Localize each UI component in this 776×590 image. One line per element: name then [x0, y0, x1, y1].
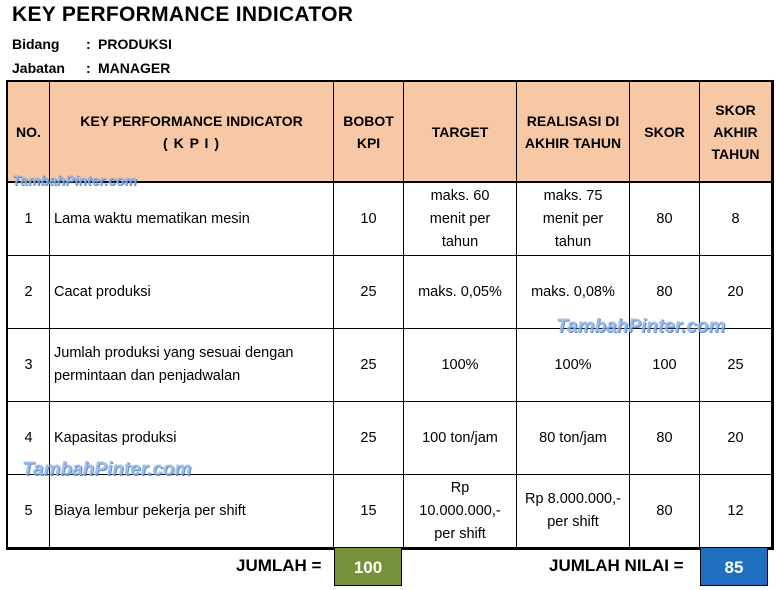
table-row: 3 Jumlah produksi yang sesuai dengan permi…: [7, 328, 772, 402]
cell-bobot: 25: [333, 255, 404, 329]
table-row: 1 Lama waktu mematikan mesin 10 maks. 60 men…: [7, 181, 772, 256]
cell-skor-akhir: 12: [699, 474, 772, 548]
cell-bobot: 25: [333, 401, 404, 475]
header-realisasi: REALISASI DI AKHIR TAHUN: [516, 81, 630, 183]
header-kpi-line2: ( K P I ): [163, 134, 220, 151]
cell-realisasi-line: per shift: [547, 514, 599, 530]
header-skor: SKOR: [629, 81, 700, 183]
cell-skor: 80: [629, 181, 700, 256]
cell-kpi: Jumlah produksi yang sesuai dengan permin…: [49, 328, 334, 402]
cell-realisasi: 80 ton/jam: [516, 401, 630, 475]
meta-jabatan-key: Jabatan: [12, 60, 65, 76]
cell-realisasi: maks. 75 menit per tahun: [516, 181, 630, 256]
cell-no: 4: [7, 401, 50, 475]
meta-jabatan-value: MANAGER: [98, 60, 171, 76]
cell-kpi-line: permintaan dan penjadwalan: [54, 368, 241, 384]
cell-target-line: Rp: [450, 479, 470, 496]
header-skor-akhir: SKOR AKHIR TAHUN: [699, 81, 772, 183]
header-bobot-line2: KPI: [356, 134, 381, 151]
cell-realisasi-line: 100%: [554, 356, 592, 373]
cell-target: 100%: [403, 328, 517, 402]
cell-target: Rp 10.000.000,- per shift: [403, 474, 517, 548]
cell-skor: 80: [629, 401, 700, 475]
cell-target-line: 100 ton/jam: [422, 429, 498, 446]
jumlah-nilai-label: JUMLAH NILAI =: [549, 556, 684, 575]
header-bobot: BOBOT KPI: [333, 81, 404, 183]
table-row: 4 Kapasitas produksi 25 100 ton/jam 80 ton/j…: [7, 401, 772, 475]
meta-jabatan-sep: :: [86, 60, 91, 76]
cell-kpi: Biaya lembur pekerja per shift: [49, 474, 334, 548]
meta-bidang: Bidang: PRODUKSI: [12, 36, 172, 52]
header-realisasi-line1: REALISASI DI: [526, 112, 620, 129]
cell-bobot: 25: [333, 328, 404, 402]
table-body: 1 Lama waktu mematikan mesin 10 maks. 60 men…: [7, 181, 772, 548]
header-kpi-line1: KEY PERFORMANCE INDICATOR: [80, 112, 303, 129]
cell-skor-akhir: 20: [699, 255, 772, 329]
header-kpi: KEY PERFORMANCE INDICATOR ( K P I ): [49, 81, 334, 183]
cell-kpi: Cacat produksi: [49, 255, 334, 329]
meta-jabatan: Jabatan: MANAGER: [12, 60, 170, 76]
cell-target-line: menit per: [429, 210, 491, 227]
cell-skor-akhir: 25: [699, 328, 772, 402]
cell-no: 1: [7, 181, 50, 256]
header-bobot-line1: BOBOT: [343, 112, 394, 129]
cell-bobot: 10: [333, 181, 404, 256]
cell-bobot: 15: [333, 474, 404, 548]
cell-target-line: per shift: [434, 525, 486, 542]
cell-realisasi-line: maks. 75: [543, 187, 603, 204]
cell-target-line: maks. 0,05%: [418, 283, 502, 300]
header-target: TARGET: [403, 81, 517, 183]
cell-target: 100 ton/jam: [403, 401, 517, 475]
cell-realisasi-line: Rp 8.000.000,-: [525, 491, 621, 507]
cell-kpi-line: Kapasitas produksi: [54, 429, 177, 446]
cell-realisasi: 100%: [516, 328, 630, 402]
cell-skor-akhir: 20: [699, 401, 772, 475]
cell-realisasi: maks. 0,08%: [516, 255, 630, 329]
cell-realisasi-line: tahun: [554, 233, 592, 250]
meta-bidang-sep: :: [86, 36, 91, 52]
header-skor-akhir-line1: SKOR: [715, 101, 756, 118]
header-skor-akhir-line3: TAHUN: [711, 145, 760, 162]
cell-realisasi-line: 80 ton/jam: [539, 429, 607, 446]
cell-skor-akhir: 8: [699, 181, 772, 256]
cell-no: 2: [7, 255, 50, 329]
cell-target: maks. 60 menit per tahun: [403, 181, 517, 256]
cell-target-line: tahun: [441, 233, 479, 250]
header-no: NO.: [7, 81, 50, 183]
meta-bidang-value: PRODUKSI: [98, 36, 172, 52]
cell-kpi: Lama waktu mematikan mesin: [49, 181, 334, 256]
table-row: 5 Biaya lembur pekerja per shift 15 Rp 10.00…: [7, 474, 772, 548]
cell-kpi: Kapasitas produksi: [49, 401, 334, 475]
cell-target-line: 10.000.000,-: [419, 502, 501, 519]
cell-kpi-line: Lama waktu mematikan mesin: [54, 210, 250, 227]
cell-no: 3: [7, 328, 50, 402]
jumlah-total: 100: [334, 547, 402, 586]
cell-kpi-line: Jumlah produksi yang sesuai dengan: [54, 345, 294, 361]
header-realisasi-line2: AKHIR TAHUN: [524, 134, 622, 151]
cell-kpi-line: Biaya lembur pekerja per shift: [54, 502, 246, 519]
cell-realisasi: Rp 8.000.000,- per shift: [516, 474, 630, 548]
cell-target-line: maks. 60: [430, 187, 490, 204]
table-header-row: NO. KEY PERFORMANCE INDICATOR ( K P I ) …: [7, 81, 772, 183]
cell-skor: 80: [629, 255, 700, 329]
cell-target: maks. 0,05%: [403, 255, 517, 329]
cell-realisasi-line: menit per: [542, 210, 604, 227]
cell-kpi-line: Cacat produksi: [54, 283, 151, 300]
header-skor-akhir-line2: AKHIR: [713, 123, 758, 140]
jumlah-nilai-total: 85: [700, 547, 768, 586]
meta-bidang-key: Bidang: [12, 36, 60, 52]
jumlah-label: JUMLAH =: [236, 556, 322, 575]
cell-no: 5: [7, 474, 50, 548]
cell-skor: 80: [629, 474, 700, 548]
kpi-table: NO. KEY PERFORMANCE INDICATOR ( K P I ) …: [7, 81, 772, 548]
cell-target-line: 100%: [441, 356, 479, 373]
table-row: 2 Cacat produksi 25 maks. 0,05% maks. 0,08% 8…: [7, 255, 772, 329]
cell-skor: 100: [629, 328, 700, 402]
page-title: KEY PERFORMANCE INDICATOR: [12, 3, 354, 26]
cell-realisasi-line: maks. 0,08%: [531, 283, 615, 300]
